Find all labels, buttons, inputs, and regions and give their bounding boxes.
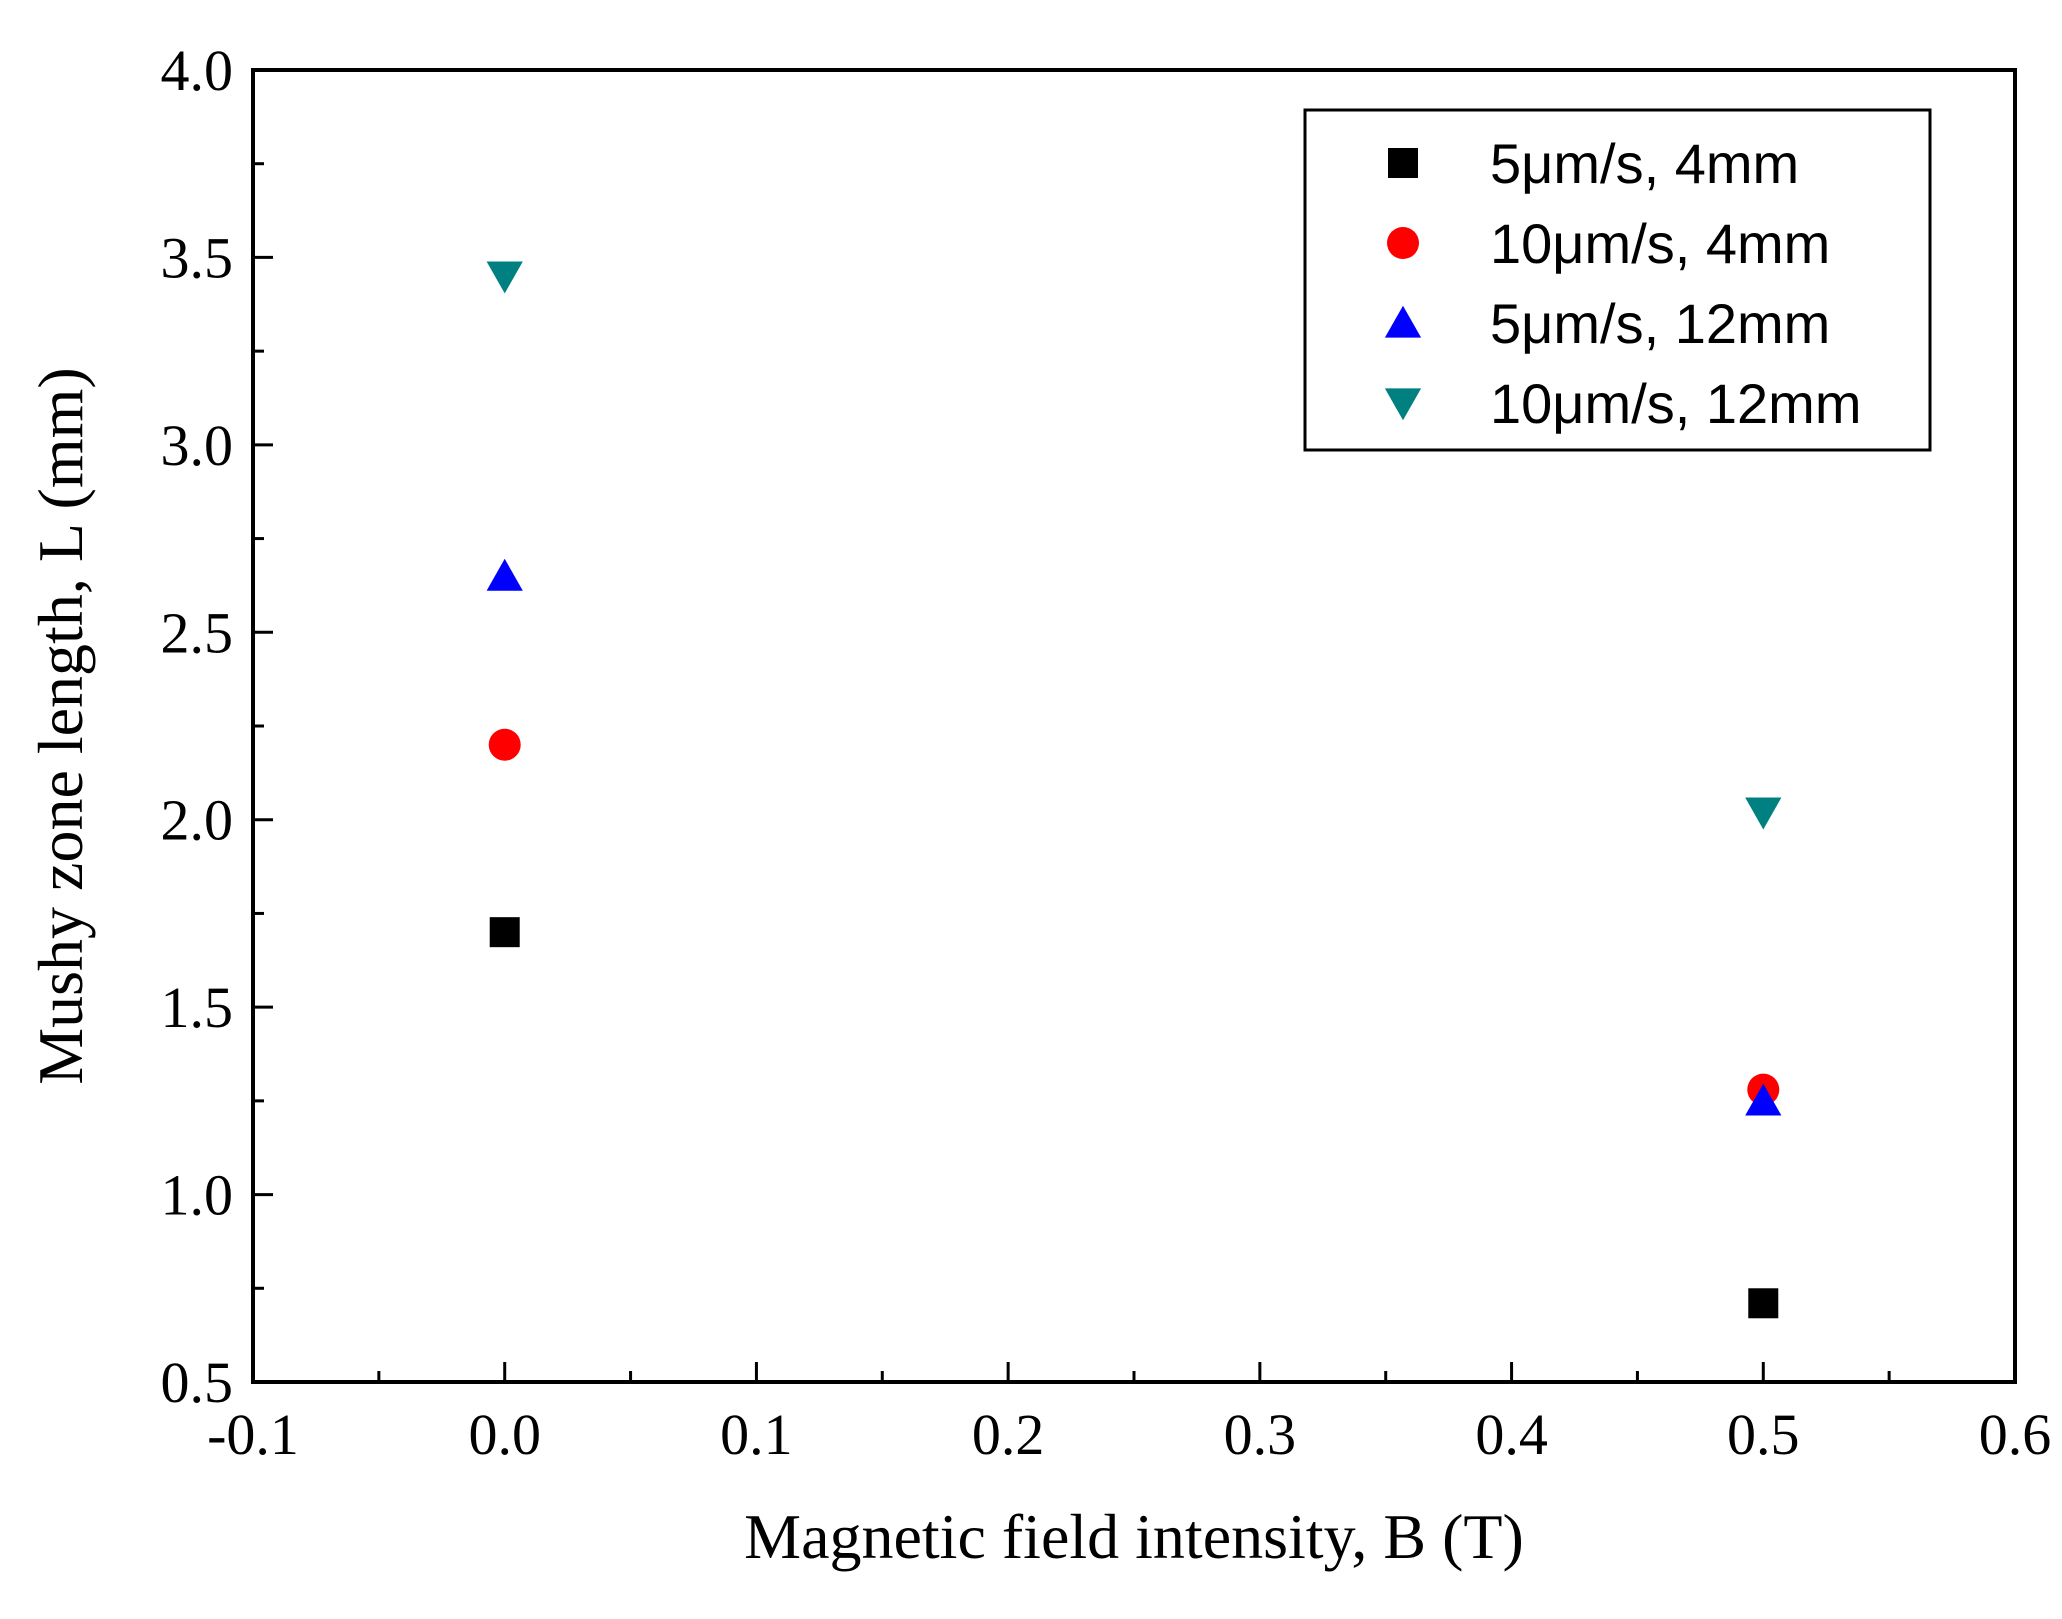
- plot-frame: [251, 68, 2017, 1384]
- data-point-triangle-down: [486, 261, 523, 294]
- legend[interactable]: 5μm/s, 4mm 10μm/s, 4mm 5μm/s, 12mm 10μm/s, …: [1303, 108, 1932, 452]
- y-tick-label: 1.5: [161, 975, 234, 1040]
- x-axis-title: Magnetic field intensity, B (T): [744, 1501, 1524, 1572]
- x-tick-label: 0.6: [1979, 1402, 2052, 1467]
- x-tick-label: 0.3: [1224, 1402, 1297, 1467]
- legend-marker-square: [1388, 148, 1418, 178]
- legend-marker-circle: [1387, 227, 1419, 259]
- legend-marker-triangle-down: [1384, 388, 1422, 421]
- legend-label: 10μm/s, 4mm: [1490, 212, 1830, 275]
- x-tick-label: 0.2: [972, 1402, 1045, 1467]
- legend-label: 5μm/s, 12mm: [1490, 292, 1830, 355]
- legend-marker-triangle-up: [1384, 305, 1422, 338]
- legend-label: 10μm/s, 12mm: [1490, 372, 1861, 435]
- data-point-triangle-up: [486, 558, 523, 591]
- y-tick-label: 2.0: [161, 788, 234, 853]
- x-axis-ticks: -0.1 0.0 0.1 0.2 0.3 0.4 0.5 0.6: [207, 1362, 2051, 1467]
- x-tick-label: -0.1: [207, 1402, 299, 1467]
- x-tick-label: 0.0: [468, 1402, 541, 1467]
- data-point-triangle-down: [1745, 797, 1782, 830]
- y-axis-ticks: 0.5 1.0 1.5 2.0 2.5 3.0 3.5 4.0: [161, 38, 273, 1415]
- y-tick-label: 1.0: [161, 1163, 234, 1228]
- y-tick-label: 4.0: [161, 38, 234, 103]
- data-point-triangle-up: [1745, 1083, 1782, 1116]
- data-point-circle: [488, 728, 521, 761]
- x-tick-label: 0.4: [1475, 1402, 1548, 1467]
- y-tick-label: 2.5: [161, 600, 234, 665]
- legend-label: 5μm/s, 4mm: [1490, 132, 1799, 195]
- x-tick-label: 0.1: [720, 1402, 793, 1467]
- y-tick-label: 0.5: [161, 1350, 234, 1415]
- y-tick-label: 3.0: [161, 413, 234, 478]
- data-point-square: [1748, 1288, 1779, 1319]
- y-tick-label: 3.5: [161, 225, 234, 290]
- x-tick-label: 0.5: [1727, 1402, 1800, 1467]
- y-axis-title: Mushy zone length, L (mm): [25, 367, 96, 1085]
- data-points: [486, 261, 1782, 1319]
- data-point-square: [489, 917, 520, 948]
